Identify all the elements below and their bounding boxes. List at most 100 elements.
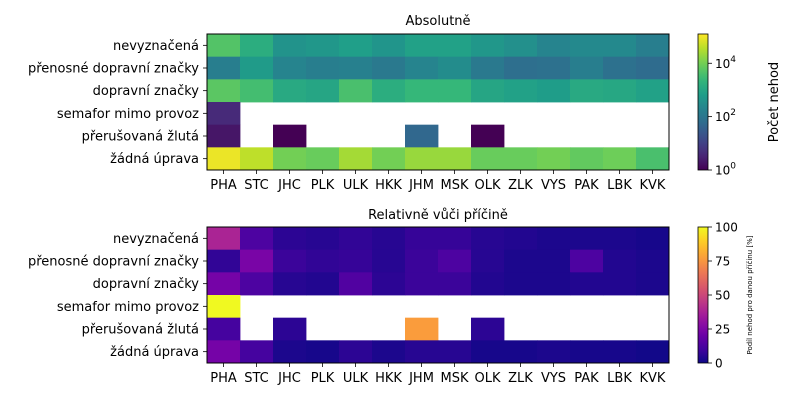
heatmap-cell — [537, 34, 571, 58]
plot-frame — [206, 33, 670, 171]
heatmap-cell — [405, 317, 439, 341]
colorbar-tick-label: 104 — [715, 55, 736, 71]
heatmap-cell — [504, 340, 538, 364]
heatmap-cell — [504, 56, 538, 80]
x-tick-label: KVK — [640, 371, 666, 386]
panel-title: Relativně vůči příčině — [368, 208, 508, 223]
y-tick-label: žádná úprava — [110, 345, 199, 360]
heatmap-cell — [339, 56, 373, 80]
heatmap-cell — [273, 147, 307, 171]
x-tick-label: STC — [244, 371, 269, 386]
heatmap-cell — [207, 272, 241, 296]
heatmap-cell — [438, 147, 472, 171]
heatmap-cell — [273, 272, 307, 296]
panel-title: Absolutně — [405, 14, 470, 29]
heatmap-cell — [636, 147, 670, 171]
y-tick-label: žádná úprava — [110, 152, 199, 167]
heatmap-cell — [636, 79, 670, 103]
heatmap-cell — [636, 272, 670, 296]
heatmap-cell — [273, 249, 307, 273]
heatmap-cell — [240, 227, 274, 251]
heatmap-cell — [207, 317, 241, 341]
heatmap-cell — [504, 227, 538, 251]
heatmap-cell — [273, 340, 307, 364]
heatmap-cell — [339, 34, 373, 58]
x-tick-label: PHA — [210, 371, 237, 386]
heatmap-cell — [405, 34, 439, 58]
heatmap-cell — [273, 79, 307, 103]
heatmap-cell — [240, 272, 274, 296]
heatmap-cell — [471, 227, 505, 251]
heatmap-cell — [405, 249, 439, 273]
heatmap-cell — [405, 56, 439, 80]
heatmap-cell — [570, 56, 604, 80]
heatmap-cell — [240, 147, 274, 171]
heatmap-cell — [570, 147, 604, 171]
heatmap-cell — [207, 249, 241, 273]
heatmap-cell — [306, 147, 340, 171]
heatmap-cell — [306, 79, 340, 103]
x-tick-label: MSK — [441, 371, 469, 386]
heatmap-cell — [471, 340, 505, 364]
x-tick-label: HKK — [375, 178, 402, 193]
heatmap-cell — [537, 340, 571, 364]
heatmap-cell — [471, 147, 505, 171]
heatmap-cell — [603, 272, 637, 296]
colorbar-tick-label: 100 — [715, 221, 738, 235]
heatmap-cell — [273, 227, 307, 251]
heatmap-cell — [636, 34, 670, 58]
heatmap-cell — [504, 272, 538, 296]
heatmap-cell — [207, 147, 241, 171]
heatmap-cell — [372, 34, 406, 58]
heatmap-cell — [603, 56, 637, 80]
heatmap-cell — [438, 56, 472, 80]
heatmap-cell — [438, 227, 472, 251]
heatmap-cell — [339, 79, 373, 103]
heatmap-cell — [306, 227, 340, 251]
heatmap-cell — [306, 340, 340, 364]
x-tick-label: JHC — [277, 178, 301, 193]
x-tick-label: JHM — [408, 371, 434, 386]
x-tick-label: ZLK — [508, 371, 533, 386]
x-tick-label: JHC — [277, 371, 301, 386]
heatmap-cell — [471, 124, 505, 148]
heatmap-cell — [570, 79, 604, 103]
colorbar-tick-label: 102 — [715, 108, 736, 124]
x-tick-label: ZLK — [508, 178, 533, 193]
heatmap-cell — [504, 147, 538, 171]
heatmap-cell — [240, 249, 274, 273]
heatmap-cell — [471, 317, 505, 341]
heatmap-panel-absolute: Absolutně nevyznačená přenosné dopravní z… — [28, 14, 782, 193]
heatmap-cell — [207, 79, 241, 103]
heatmap-cell — [405, 124, 439, 148]
heatmap-cell — [405, 272, 439, 296]
heatmap-cell — [372, 227, 406, 251]
x-tick-label: KVK — [640, 178, 666, 193]
x-tick-label: STC — [244, 178, 269, 193]
colorbar-tick-label: 100 — [715, 162, 736, 178]
x-tick-label: PLK — [311, 178, 335, 193]
x-tick-label: VYS — [541, 371, 566, 386]
heatmap-cell — [537, 249, 571, 273]
heatmap-cell — [372, 272, 406, 296]
x-tick-label: ULK — [343, 371, 369, 386]
x-tick-label: LBK — [607, 371, 632, 386]
colorbar-tick-label: 25 — [715, 323, 730, 337]
colorbar-tick-label: 50 — [715, 289, 730, 303]
heatmap-cell — [273, 34, 307, 58]
heatmap-cell — [372, 56, 406, 80]
y-tick-label: přenosné dopravní značky — [28, 62, 199, 77]
heatmap-cell — [603, 227, 637, 251]
heatmap-cell — [207, 102, 241, 126]
heatmap-cell — [306, 272, 340, 296]
heatmap-cell — [273, 124, 307, 148]
x-tick-label: LBK — [607, 178, 632, 193]
heatmap-panel-relative: Relativně vůči příčině nevyznačená přenos… — [28, 208, 754, 386]
heatmap-cell — [339, 227, 373, 251]
x-tick-label: PLK — [311, 371, 335, 386]
heatmap-cell — [438, 79, 472, 103]
y-tick-label: nevyznačená — [113, 39, 199, 54]
heatmap-cell — [273, 317, 307, 341]
heatmap-cell — [636, 249, 670, 273]
heatmap-cell — [339, 340, 373, 364]
